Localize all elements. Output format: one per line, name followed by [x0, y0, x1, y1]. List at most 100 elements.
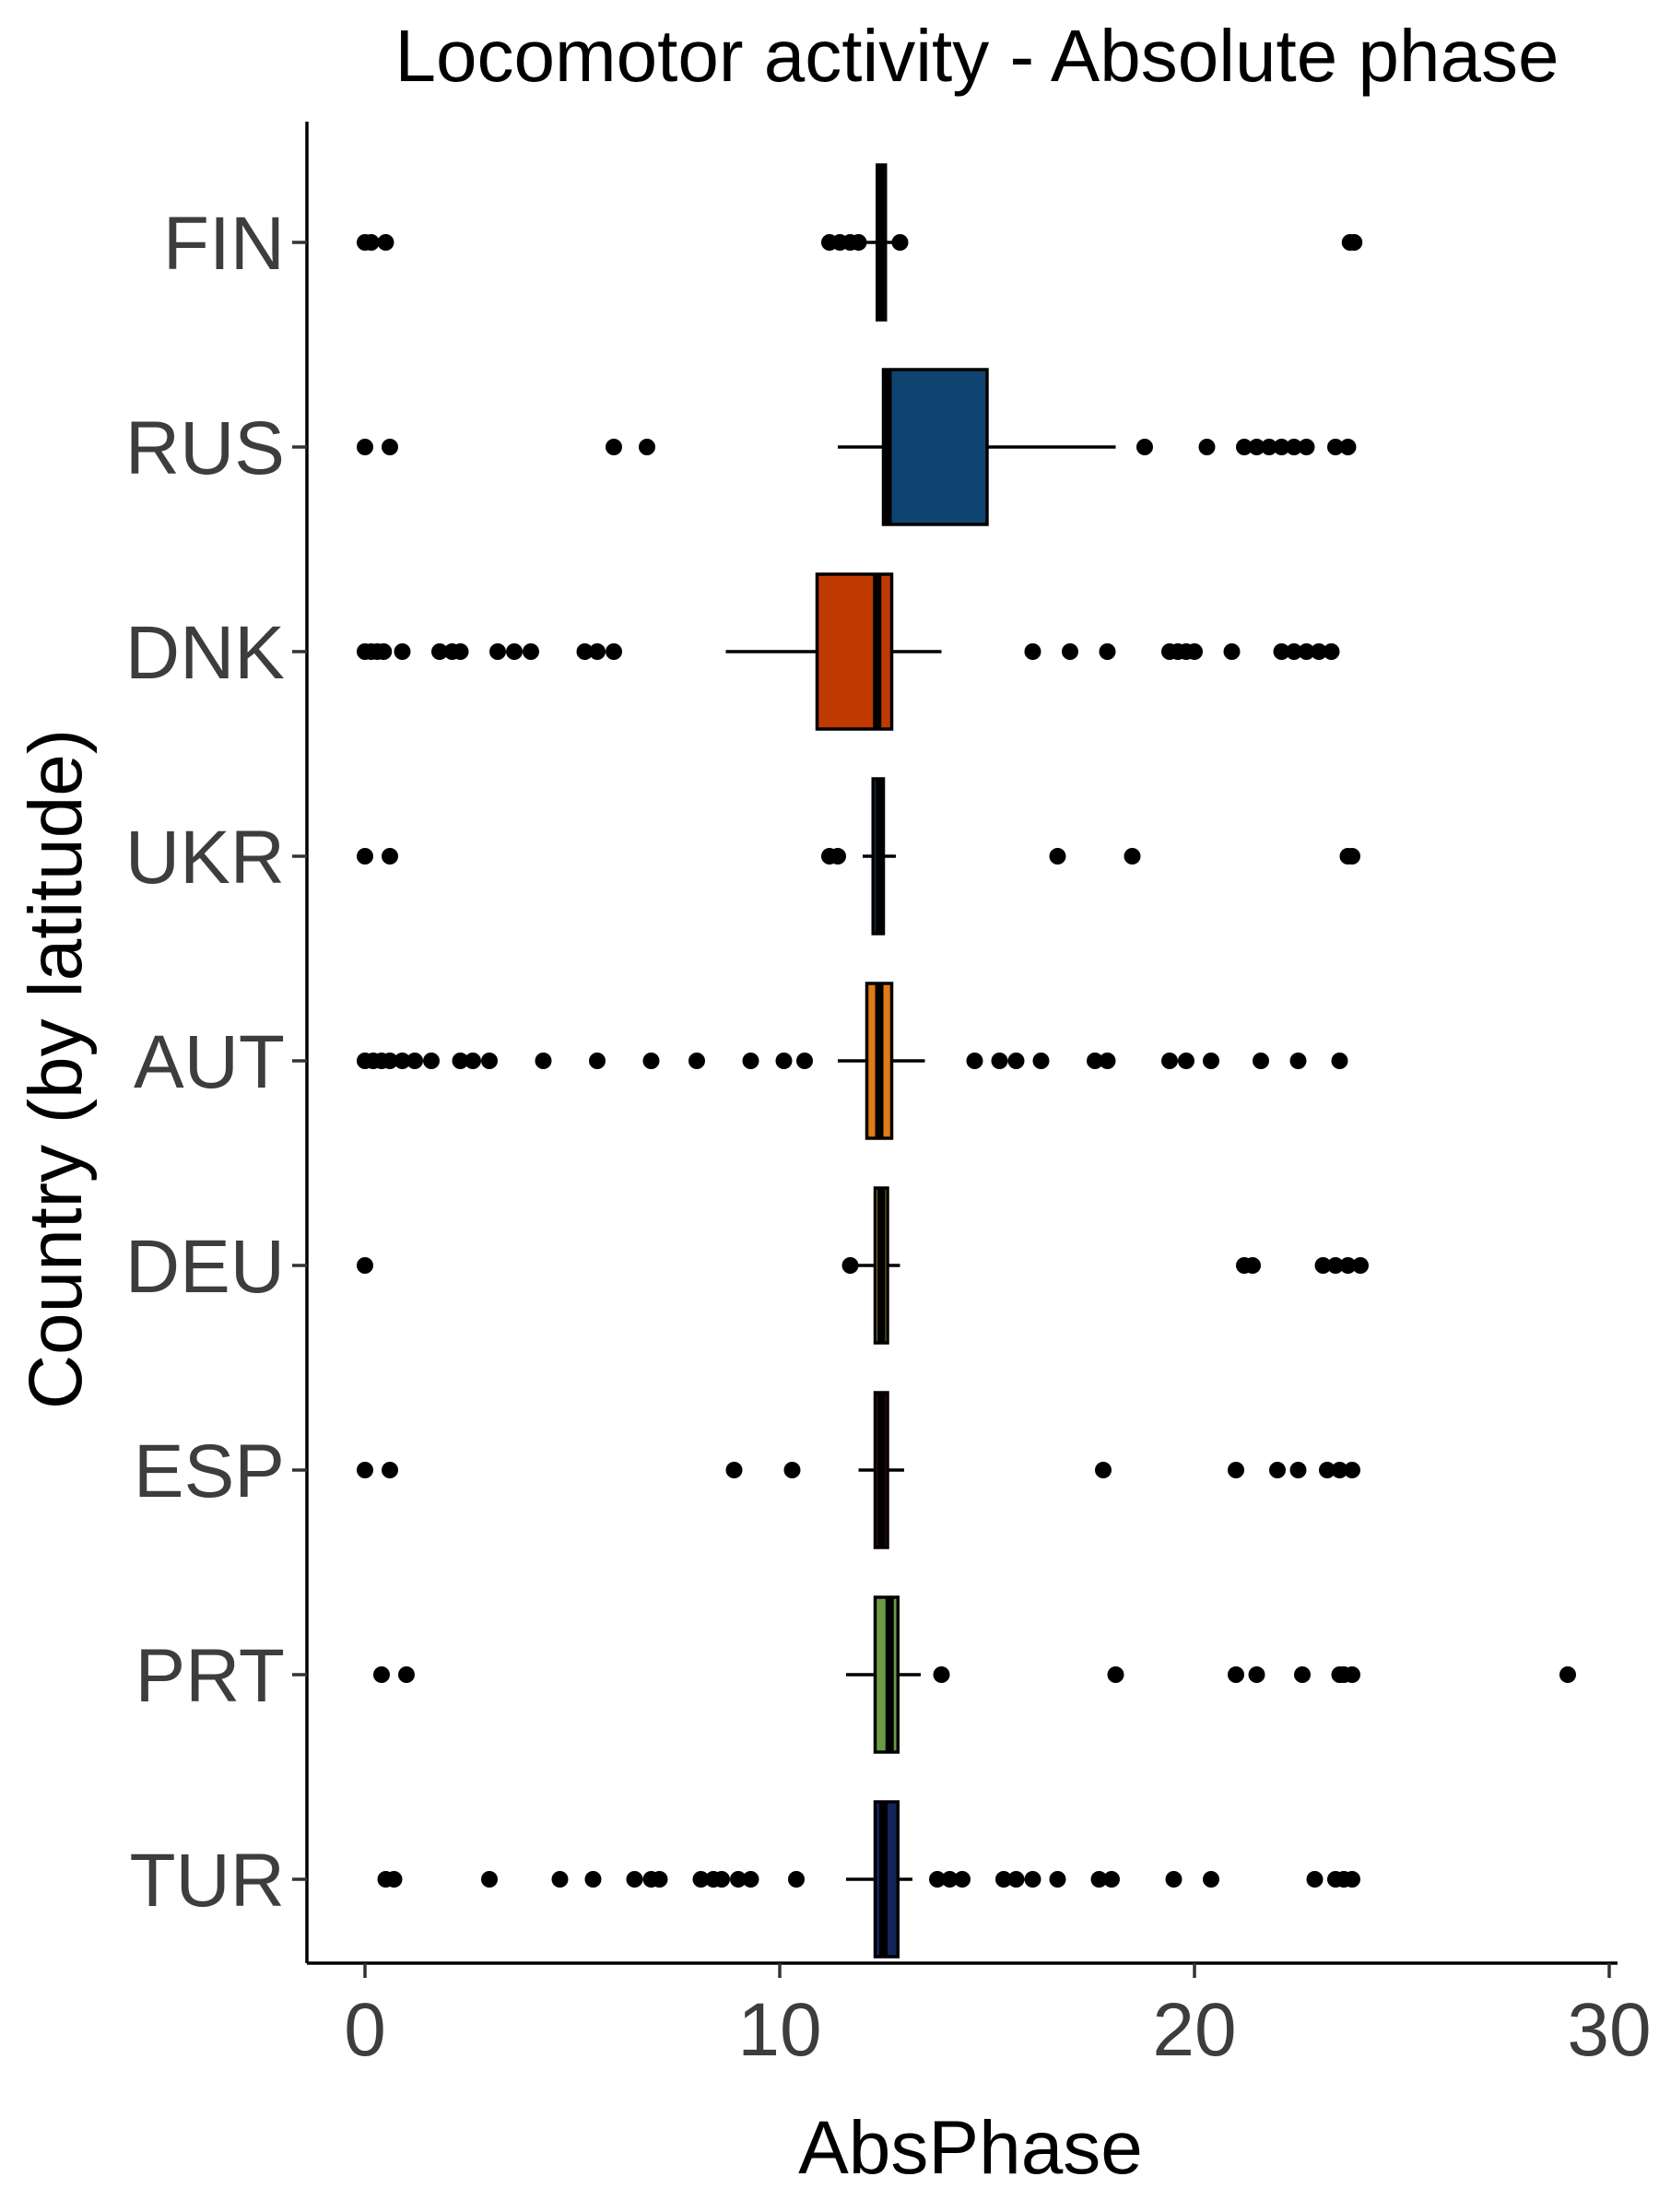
- outlier-point-deu: [357, 1257, 373, 1274]
- outlier-point-aut: [535, 1053, 552, 1069]
- outlier-point-tur: [995, 1871, 1012, 1888]
- outlier-point-aut: [796, 1053, 813, 1069]
- outlier-point-ukr: [1049, 848, 1066, 865]
- outlier-point-deu: [1339, 1257, 1357, 1274]
- outlier-point-ukr: [357, 848, 373, 865]
- outlier-point-dnk: [431, 643, 448, 660]
- outlier-point-aut: [966, 1053, 983, 1069]
- outlier-point-tur: [626, 1871, 643, 1888]
- outlier-point-deu: [841, 1257, 859, 1274]
- outlier-point-deu: [1327, 1257, 1344, 1274]
- outlier-point-tur: [1007, 1871, 1025, 1888]
- outlier-point-prt: [1344, 1666, 1360, 1683]
- outlier-point-aut: [1178, 1053, 1194, 1069]
- outlier-point-prt: [933, 1666, 950, 1683]
- outlier-point-aut: [465, 1053, 481, 1069]
- outlier-point-tur: [1090, 1871, 1108, 1888]
- y-tick-label-ukr: UKR: [125, 816, 285, 900]
- chart-title: Locomotor activity - Absolute phase: [395, 15, 1559, 97]
- outlier-point-dnk: [375, 643, 393, 660]
- outlier-point-dnk: [606, 643, 622, 660]
- x-tick-label: 10: [737, 1988, 821, 2072]
- outlier-point-esp: [357, 1462, 373, 1478]
- y-tick-label-fin: FIN: [163, 202, 285, 286]
- outlier-point-rus: [1298, 439, 1315, 455]
- outlier-point-aut: [1161, 1053, 1178, 1069]
- outlier-point-esp: [1228, 1462, 1244, 1478]
- x-tick-label: 30: [1567, 1988, 1651, 2072]
- outlier-point-aut: [406, 1053, 423, 1069]
- outlier-point-dnk: [1298, 643, 1315, 660]
- outlier-point-tur: [551, 1871, 569, 1888]
- outlier-point-aut: [775, 1053, 793, 1069]
- y-tick-label-dnk: DNK: [125, 611, 285, 695]
- outlier-point-esp: [1331, 1462, 1348, 1478]
- y-tick-label-deu: DEU: [125, 1225, 285, 1309]
- outlier-point-aut: [1331, 1053, 1348, 1069]
- outlier-point-esp: [1095, 1462, 1112, 1478]
- outlier-point-tur: [730, 1871, 747, 1888]
- outlier-point-dnk: [1186, 643, 1203, 660]
- outlier-point-prt: [1559, 1666, 1576, 1683]
- outlier-point-tur: [651, 1871, 668, 1888]
- outlier-point-rus: [1136, 439, 1153, 455]
- y-tick-label-prt: PRT: [135, 1634, 285, 1718]
- outlier-point-tur: [1024, 1871, 1041, 1888]
- outlier-point-tur: [954, 1871, 971, 1888]
- outlier-point-tur: [692, 1871, 710, 1888]
- outlier-point-dnk: [576, 643, 594, 660]
- outlier-point-rus: [1236, 439, 1253, 455]
- outlier-point-aut: [1032, 1053, 1050, 1069]
- x-tick-label: 20: [1152, 1988, 1236, 2072]
- outlier-point-tur: [788, 1871, 805, 1888]
- outlier-point-aut: [1007, 1053, 1025, 1069]
- outlier-point-prt: [373, 1666, 390, 1683]
- outlier-point-aut: [642, 1053, 660, 1069]
- outlier-point-aut: [1099, 1053, 1116, 1069]
- outlier-point-aut: [1253, 1053, 1269, 1069]
- outlier-point-aut: [481, 1053, 498, 1069]
- outlier-point-aut: [688, 1053, 705, 1069]
- outlier-point-dnk: [589, 643, 606, 660]
- outlier-point-tur: [742, 1871, 759, 1888]
- outlier-point-dnk: [489, 643, 506, 660]
- outlier-point-tur: [584, 1871, 602, 1888]
- outlier-point-fin: [850, 234, 867, 251]
- outlier-point-tur: [713, 1871, 730, 1888]
- outlier-point-dnk: [1024, 643, 1041, 660]
- outlier-point-esp: [1319, 1462, 1335, 1478]
- outlier-point-dnk: [452, 643, 469, 660]
- plot-area: 0 10 20 30 FIN RUS DNK UKR AUT DEU ESP PRT TUR: [125, 122, 1652, 2072]
- outlier-point-esp: [1344, 1462, 1360, 1478]
- outlier-point-ukr: [1344, 848, 1360, 865]
- outlier-point-aut: [742, 1053, 759, 1069]
- y-tick-label-esp: ESP: [134, 1430, 285, 1513]
- outlier-point-tur: [929, 1871, 946, 1888]
- outlier-point-aut: [991, 1053, 1008, 1069]
- outlier-point-fin: [362, 234, 380, 251]
- outlier-point-dnk: [394, 643, 411, 660]
- outlier-point-tur: [941, 1871, 959, 1888]
- outlier-point-aut: [423, 1053, 440, 1069]
- outlier-point-rus: [382, 439, 398, 455]
- outlier-point-ukr: [1124, 848, 1141, 865]
- outlier-point-rus: [1261, 439, 1277, 455]
- outlier-point-tur: [385, 1871, 403, 1888]
- outlier-point-ukr: [382, 848, 398, 865]
- outlier-point-fin: [891, 234, 909, 251]
- outlier-point-aut: [589, 1053, 606, 1069]
- outlier-point-tur: [481, 1871, 498, 1888]
- outlier-point-fin: [1346, 234, 1363, 251]
- outlier-point-deu: [1244, 1257, 1261, 1274]
- outlier-point-rus: [357, 439, 373, 455]
- outlier-point-aut: [452, 1053, 469, 1069]
- outlier-point-rus: [1198, 439, 1216, 455]
- outlier-point-tur: [1165, 1871, 1182, 1888]
- outlier-point-deu: [1352, 1257, 1369, 1274]
- outlier-point-aut: [382, 1053, 398, 1069]
- outlier-point-esp: [725, 1462, 743, 1478]
- outlier-point-prt: [1294, 1666, 1311, 1683]
- outlier-point-tur: [1103, 1871, 1120, 1888]
- outlier-point-tur: [1344, 1871, 1360, 1888]
